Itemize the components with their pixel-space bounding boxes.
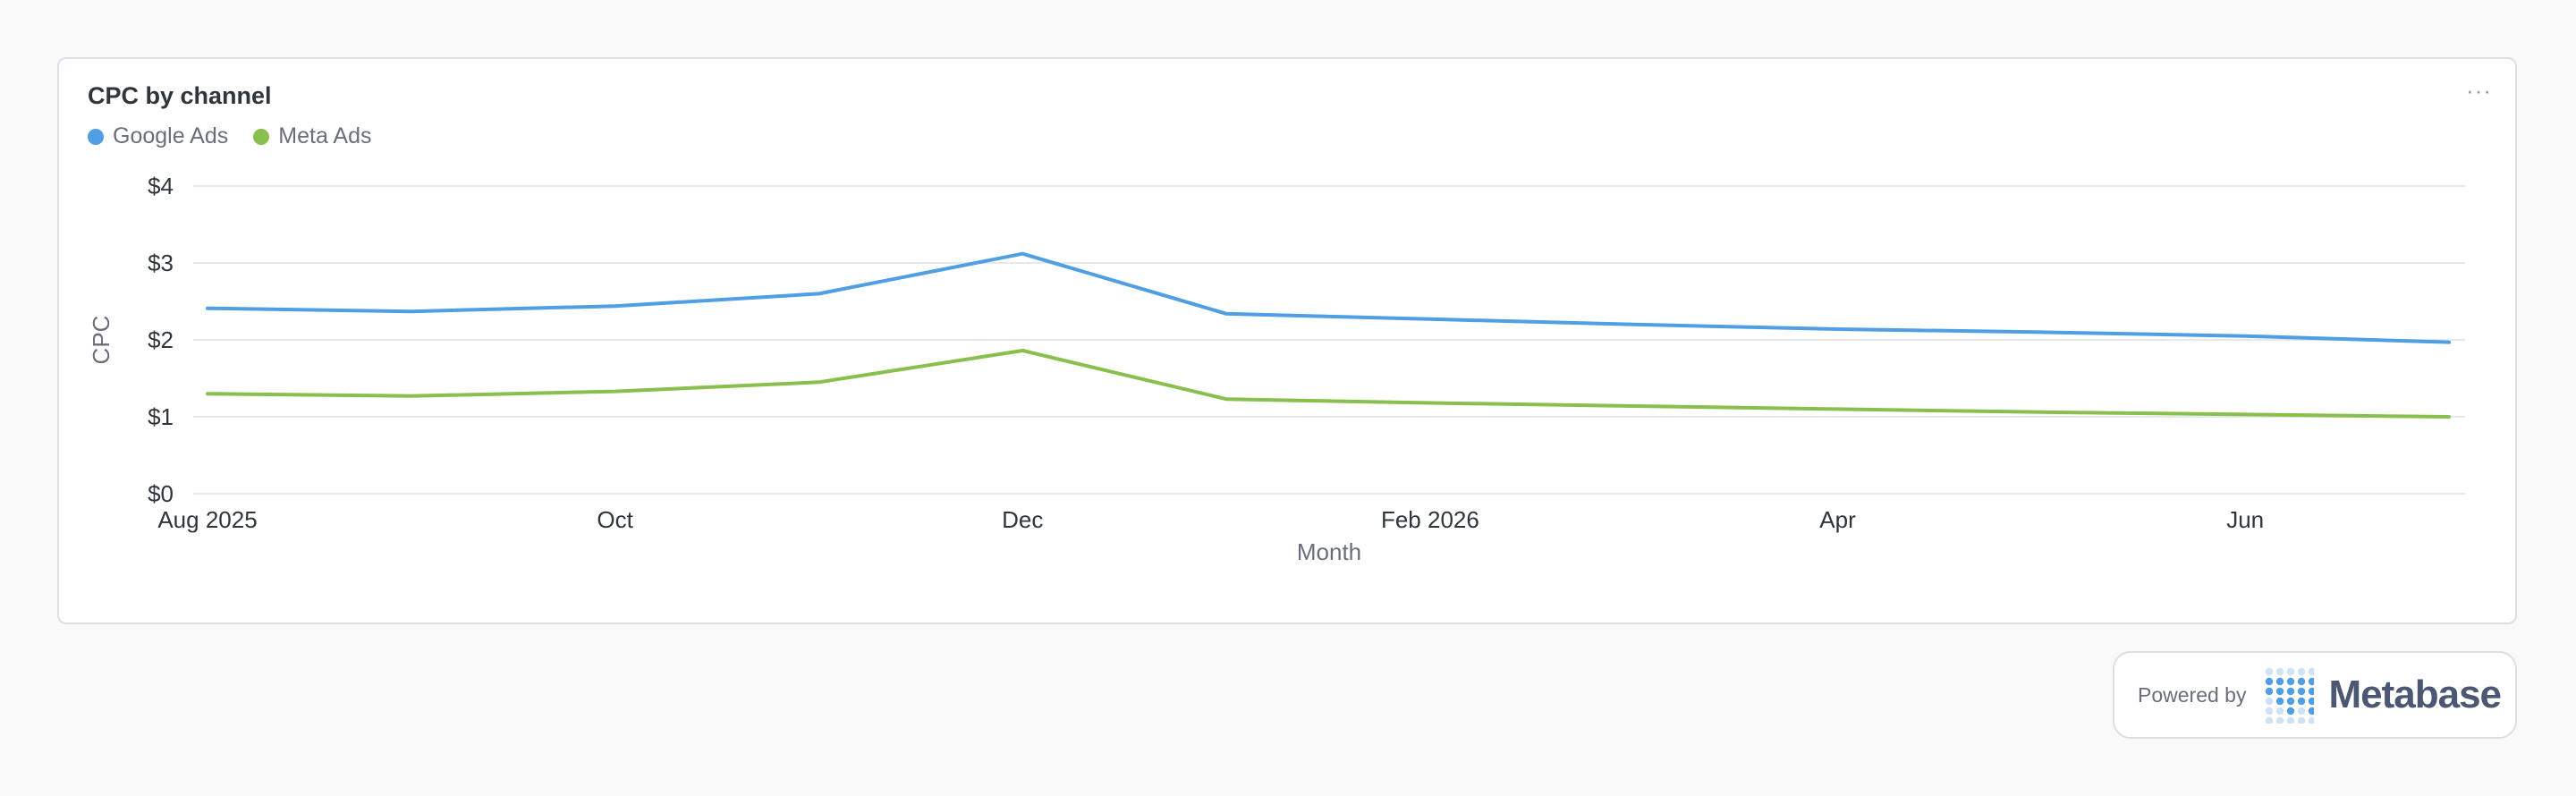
logo-dot	[2287, 707, 2295, 716]
line-chart: $0 $1 $2 $3 $4 Aug 2025 Oct Dec Feb 2026 Apr Jun Mo…	[88, 173, 2465, 565]
logo-dot	[2276, 677, 2284, 686]
more-horizontal-icon[interactable]: ···	[2466, 77, 2492, 104]
logo-dot	[2276, 707, 2284, 716]
legend-label-meta-ads: Meta Ads	[278, 123, 372, 148]
x-tick-label: Aug 2025	[157, 506, 257, 533]
logo-dot	[2266, 667, 2274, 676]
logo-dot	[2298, 677, 2306, 686]
series-line-meta-ads	[206, 349, 2451, 419]
logo-dot	[2287, 716, 2295, 724]
logo-dot	[2309, 667, 2315, 676]
y-tick-label: $2	[148, 326, 174, 353]
logo-dot	[2309, 687, 2315, 696]
powered-by-metabase-badge[interactable]: Powered by Metabase	[2113, 651, 2517, 739]
logo-dot	[2287, 677, 2295, 686]
x-tick-label: Apr	[1819, 506, 1856, 533]
legend-item-google-ads[interactable]: Google Ads	[88, 123, 228, 149]
x-tick-label: Dec	[1002, 506, 1043, 533]
logo-dot	[2287, 697, 2295, 706]
y-tick-label: $3	[148, 250, 174, 276]
metabase-wordmark: Metabase	[2328, 673, 2502, 716]
y-tick-label: $1	[148, 403, 174, 430]
logo-dot	[2298, 667, 2306, 676]
y-tick-label: $4	[148, 173, 174, 199]
logo-dot	[2276, 667, 2284, 676]
y-axis-title: CPC	[88, 316, 114, 365]
logo-dot	[2287, 687, 2295, 696]
legend-item-meta-ads[interactable]: Meta Ads	[253, 123, 372, 149]
chart-card: CPC by channel ··· Google Ads Meta Ads $…	[57, 57, 2517, 624]
x-axis-title: Month	[1297, 538, 1361, 565]
powered-by-label: Powered by	[2138, 682, 2247, 707]
chart-legend: Google Ads Meta Ads	[88, 123, 372, 149]
x-tick-label: Jun	[2226, 506, 2264, 533]
x-tick-label: Oct	[597, 506, 633, 533]
logo-dot	[2298, 687, 2306, 696]
logo-dot	[2266, 697, 2274, 706]
logo-dot	[2266, 716, 2274, 724]
logo-dot	[2287, 667, 2295, 676]
logo-dot	[2298, 697, 2306, 706]
logo-dot	[2276, 697, 2284, 706]
x-tick-label: Feb 2026	[1381, 506, 1479, 533]
logo-dot	[2298, 716, 2306, 724]
metabase-logo-icon	[2266, 667, 2315, 724]
logo-dot	[2276, 716, 2284, 724]
logo-dot	[2276, 687, 2284, 696]
logo-dot	[2298, 707, 2306, 716]
logo-dot	[2266, 687, 2274, 696]
legend-dot-meta-ads	[253, 128, 270, 145]
legend-dot-google-ads	[88, 128, 104, 145]
legend-label-google-ads: Google Ads	[113, 123, 229, 148]
logo-dot	[2266, 707, 2274, 716]
logo-dot	[2309, 716, 2315, 724]
logo-dot	[2309, 697, 2315, 706]
logo-dot	[2266, 677, 2274, 686]
series-line-google-ads	[206, 251, 2451, 344]
logo-dot	[2309, 677, 2315, 686]
logo-dot	[2309, 707, 2315, 716]
y-tick-label: $0	[148, 480, 174, 507]
card-title: CPC by channel	[88, 82, 272, 109]
